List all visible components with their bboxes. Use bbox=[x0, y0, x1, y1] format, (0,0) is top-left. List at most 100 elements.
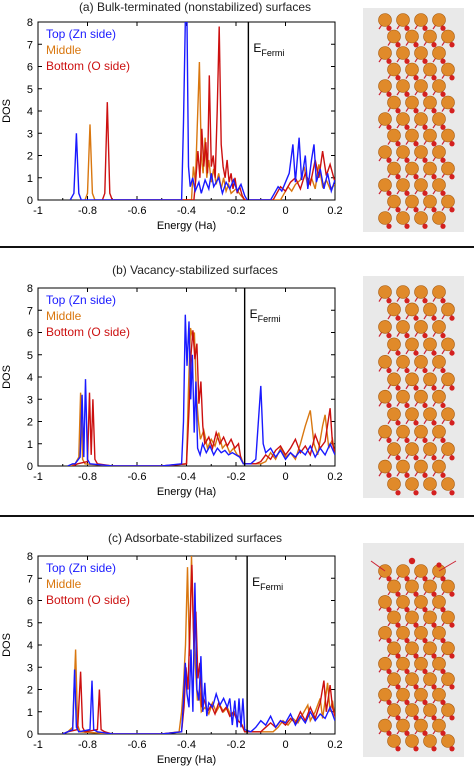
zn-atom bbox=[432, 626, 446, 640]
o-atom bbox=[440, 223, 446, 229]
legend-entry: Top (Zn side) bbox=[46, 27, 116, 41]
o-atom bbox=[413, 174, 419, 180]
zn-atom bbox=[387, 337, 401, 352]
zn-atom bbox=[414, 178, 428, 192]
o-atom bbox=[404, 472, 410, 478]
zn-atom bbox=[396, 285, 410, 299]
x-tick-label: 0.2 bbox=[327, 739, 342, 751]
o-atom bbox=[440, 668, 446, 675]
zn-atom bbox=[423, 161, 437, 176]
series-line-top-zn-side bbox=[62, 582, 335, 734]
zn-atom bbox=[396, 656, 410, 671]
o-atom bbox=[449, 174, 455, 180]
zn-atom bbox=[414, 718, 428, 733]
zn-atom bbox=[378, 626, 392, 640]
y-tick-label: 4 bbox=[27, 372, 33, 384]
o-atom bbox=[395, 42, 401, 48]
zn-atom bbox=[432, 389, 446, 404]
o-atom bbox=[404, 223, 410, 229]
series-line-bottom-o-side bbox=[62, 564, 335, 734]
o-atom bbox=[413, 684, 419, 690]
x-tick-label: -0.6 bbox=[128, 205, 147, 217]
o-atom bbox=[413, 207, 419, 213]
y-tick-label: 0 bbox=[27, 195, 33, 207]
y-tick-label: 0 bbox=[27, 729, 33, 741]
o-atom bbox=[431, 420, 437, 426]
o-atom bbox=[422, 576, 428, 582]
o-atom bbox=[449, 315, 455, 321]
fermi-level-label: E bbox=[252, 575, 260, 589]
legend-entry: Middle bbox=[46, 43, 82, 57]
zn-atom bbox=[432, 320, 446, 334]
plot-frame bbox=[37, 21, 336, 201]
legend-entry: Top (Zn side) bbox=[46, 293, 116, 307]
o-atom bbox=[431, 622, 437, 628]
zn-atom bbox=[423, 610, 437, 625]
x-tick-label: -0.8 bbox=[78, 471, 97, 483]
y-tick-label: 6 bbox=[27, 596, 33, 608]
zn-atom bbox=[414, 595, 428, 609]
zn-atom bbox=[441, 128, 455, 143]
o-atom bbox=[449, 75, 455, 81]
zn-atom bbox=[405, 194, 419, 209]
y-tick-label: 7 bbox=[27, 305, 33, 317]
o-atom bbox=[422, 298, 428, 304]
panel-divider bbox=[0, 246, 474, 248]
o-atom bbox=[449, 42, 455, 48]
zn-atom bbox=[396, 355, 410, 369]
fermi-level-subscript: Fermi bbox=[261, 48, 284, 58]
zn-atom bbox=[432, 79, 446, 93]
zn-atom bbox=[405, 337, 419, 352]
zn-atom bbox=[432, 46, 446, 60]
zn-atom bbox=[414, 687, 428, 702]
fermi-level-subscript: Fermi bbox=[260, 582, 283, 592]
zn-atom bbox=[405, 128, 419, 143]
o-atom bbox=[440, 91, 446, 97]
o-atom bbox=[395, 350, 401, 356]
o-atom bbox=[395, 622, 401, 628]
y-tick-label: 8 bbox=[27, 283, 33, 295]
fermi-level-label: E bbox=[250, 307, 258, 321]
zn-atom bbox=[387, 194, 401, 209]
zn-atom bbox=[441, 95, 455, 110]
o-atom bbox=[431, 490, 437, 496]
zn-atom bbox=[432, 459, 446, 474]
o-atom bbox=[422, 699, 428, 705]
o-atom bbox=[404, 402, 410, 409]
zn-atom bbox=[396, 718, 410, 733]
panel-title-b: (b) Vacancy-stabilized surfaces bbox=[112, 263, 278, 277]
o-atom bbox=[431, 455, 437, 461]
zn-atom bbox=[414, 79, 428, 93]
zn-atom bbox=[423, 29, 437, 44]
panel-divider bbox=[0, 515, 474, 517]
o-atom bbox=[413, 108, 419, 114]
zn-atom bbox=[387, 672, 401, 686]
o-atom bbox=[395, 75, 401, 81]
o-atom bbox=[422, 367, 428, 374]
x-tick-label: -1 bbox=[33, 471, 43, 483]
zn-atom bbox=[405, 703, 419, 717]
zn-atom bbox=[432, 424, 446, 439]
zn-atom bbox=[396, 79, 410, 93]
zn-atom bbox=[387, 442, 401, 456]
bond bbox=[438, 560, 457, 572]
o-atom bbox=[395, 385, 401, 391]
zn-atom bbox=[432, 145, 446, 159]
o-atom bbox=[386, 25, 392, 31]
o-atom bbox=[440, 58, 446, 64]
o-atom bbox=[449, 141, 455, 147]
zn-atom bbox=[414, 389, 428, 404]
slab-structure-adsorbate bbox=[363, 543, 464, 757]
zn-atom bbox=[378, 459, 392, 474]
o-atom bbox=[395, 141, 401, 147]
o-atom bbox=[422, 223, 428, 229]
zn-atom bbox=[387, 372, 401, 387]
zn-atom bbox=[441, 29, 455, 44]
zn-atom bbox=[441, 337, 455, 352]
o-atom bbox=[404, 637, 410, 644]
zn-atom bbox=[405, 641, 419, 656]
zn-atom bbox=[378, 595, 392, 609]
zn-atom bbox=[387, 477, 401, 491]
zn-atom bbox=[432, 112, 446, 126]
o-atom bbox=[422, 402, 428, 409]
